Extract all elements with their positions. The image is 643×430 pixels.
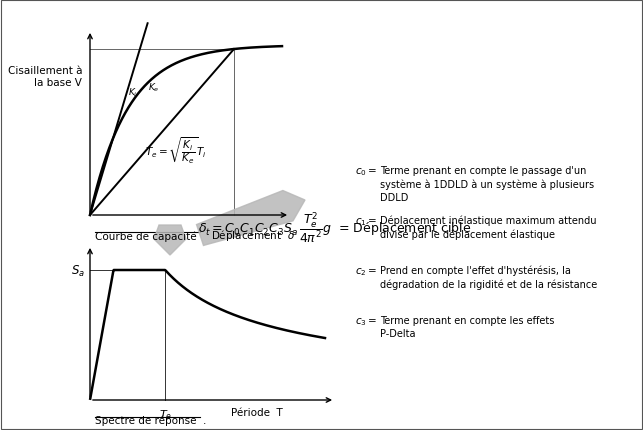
Text: Déplacement inélastique maximum attendu
divisé par le déplacement élastique: Déplacement inélastique maximum attendu … xyxy=(380,215,597,240)
Text: Terme prenant en compte les effets
P-Delta: Terme prenant en compte les effets P-Del… xyxy=(380,315,554,338)
Text: $c_3 =$: $c_3 =$ xyxy=(355,315,377,327)
Text: Prend en compte l'effet d'hystérésis, la
dégradation de la rigidité et de la rés: Prend en compte l'effet d'hystérésis, la… xyxy=(380,265,597,290)
Polygon shape xyxy=(197,191,305,246)
Text: Spectre de réponse: Spectre de réponse xyxy=(95,415,197,426)
Text: Courbe de capacité: Courbe de capacité xyxy=(95,230,197,241)
Text: $K_i$: $K_i$ xyxy=(127,86,137,99)
Text: $T_e = \sqrt{\dfrac{K_i}{K_e}} T_i$: $T_e = \sqrt{\dfrac{K_i}{K_e}} T_i$ xyxy=(145,135,206,166)
Text: $S_a$: $S_a$ xyxy=(71,263,85,278)
Text: Cisaillement à
la base V: Cisaillement à la base V xyxy=(8,66,82,88)
Text: Déplacement  $\delta$: Déplacement $\delta$ xyxy=(211,227,295,243)
Text: $T_e$: $T_e$ xyxy=(159,407,172,421)
Text: Période  T: Période T xyxy=(231,407,282,417)
Text: $c_2 =$: $c_2 =$ xyxy=(355,265,377,277)
Text: $\delta_t = C_0C_1C_2C_3S_a\,\dfrac{T_e^2}{4\pi^2}g$  = Déplacement cible: $\delta_t = C_0C_1C_2C_3S_a\,\dfrac{T_e^… xyxy=(198,210,472,245)
Text: .: . xyxy=(203,415,206,425)
Text: $c_0 =$: $c_0 =$ xyxy=(355,166,377,178)
Text: $c_1 =$: $c_1 =$ xyxy=(355,215,377,227)
Text: Terme prenant en compte le passage d'un
système à 1DDLD à un système à plusieurs: Terme prenant en compte le passage d'un … xyxy=(380,166,594,203)
Polygon shape xyxy=(154,225,186,255)
Text: $K_e$: $K_e$ xyxy=(148,81,159,94)
